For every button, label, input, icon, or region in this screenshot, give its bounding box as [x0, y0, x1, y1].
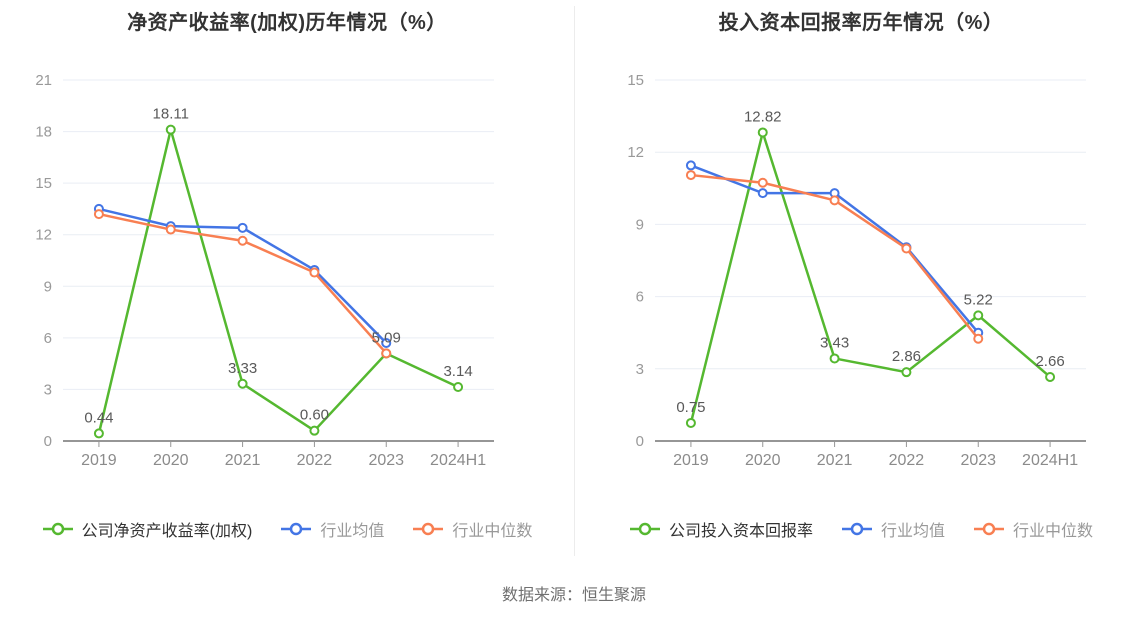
y-axis-label: 21 [35, 72, 52, 89]
data-point[interactable] [973, 310, 984, 321]
roic-chart-legend: 公司投入资本回报率 行业均值 行业中位数 [574, 517, 1148, 541]
data-point[interactable] [309, 425, 320, 436]
y-axis-label: 12 [35, 227, 52, 244]
y-axis-label: 9 [44, 278, 52, 295]
roe-chart-panel: 净资产收益率(加权)历年情况（%） 2019 2020 2021 2022 2023 20… [0, 0, 574, 560]
y-axis-label: 15 [35, 175, 52, 192]
x-axis-label: 2019 [81, 452, 117, 469]
value-label: 0.75 [676, 399, 705, 416]
y-axis-label: 3 [636, 361, 644, 378]
legend-label-industry-median: 行业中位数 [1013, 523, 1094, 540]
y-axis-label: 12 [627, 144, 644, 161]
data-point[interactable] [685, 170, 696, 181]
y-axis-label: 9 [636, 216, 644, 233]
data-point[interactable] [757, 177, 768, 188]
y-axis-label: 18 [35, 124, 52, 141]
y-axis-label: 6 [636, 289, 644, 306]
y-axis-label: 0 [44, 433, 52, 450]
value-label: 2.86 [892, 348, 921, 365]
value-label: 3.43 [820, 334, 849, 351]
legend-item-industry-median[interactable]: 行业中位数 [973, 517, 1093, 541]
value-label: 0.60 [300, 407, 329, 424]
data-point[interactable] [685, 160, 696, 171]
data-point[interactable] [901, 367, 912, 378]
data-point[interactable] [237, 222, 248, 233]
line-circle-marker-icon [42, 522, 73, 536]
data-point[interactable] [165, 124, 176, 135]
series-line-0 [97, 128, 460, 435]
data-point[interactable] [237, 378, 248, 389]
data-point[interactable] [237, 235, 248, 246]
x-axis-label: 2019 [673, 452, 709, 469]
x-axis-label: 2020 [153, 452, 189, 469]
y-axis-label: 0 [636, 433, 644, 450]
x-axis-label: 2021 [817, 452, 853, 469]
value-label: 3.33 [228, 360, 257, 377]
legend-item-company-roic[interactable]: 公司投入资本回报率 [629, 517, 813, 541]
legend-label-company-roic: 公司投入资本回报率 [668, 523, 813, 540]
value-label: 18.11 [153, 106, 189, 123]
data-point[interactable] [685, 417, 696, 428]
data-point[interactable] [381, 338, 392, 349]
value-label: 5.22 [964, 291, 993, 308]
data-point[interactable] [973, 333, 984, 344]
x-axis-label: 2022 [889, 452, 925, 469]
x-axis-label: 2023 [960, 452, 996, 469]
data-point[interactable] [901, 243, 912, 254]
roe-chart-legend: 公司净资产收益率(加权) 行业均值 行业中位数 [0, 517, 574, 541]
data-point[interactable] [757, 127, 768, 138]
y-axis-label: 6 [44, 330, 52, 347]
data-point[interactable] [309, 267, 320, 278]
data-point[interactable] [453, 382, 464, 393]
data-source-note: 数据来源：恒生聚源 [501, 587, 646, 604]
x-axis-label: 2024H1 [430, 452, 486, 469]
roe-chart-title: 净资产收益率(加权)历年情况（%） [127, 12, 447, 34]
legend-label-industry-avg: 行业均值 [880, 523, 945, 540]
line-circle-marker-icon [281, 522, 312, 536]
value-label: 12.82 [744, 108, 782, 125]
x-axis-label: 2020 [745, 452, 781, 469]
series-line-0 [689, 131, 1052, 425]
data-point[interactable] [757, 188, 768, 199]
x-axis-label: 2022 [297, 452, 333, 469]
x-axis-label: 2024H1 [1022, 452, 1078, 469]
legend-label-industry-median: 行业中位数 [452, 523, 533, 540]
value-label: 2.66 [1035, 353, 1064, 370]
y-axis-label: 3 [44, 381, 52, 398]
line-circle-marker-icon [413, 522, 444, 536]
data-point[interactable] [829, 195, 840, 206]
line-circle-marker-icon [974, 522, 1004, 536]
data-point[interactable] [93, 428, 104, 439]
data-point[interactable] [829, 353, 840, 364]
data-point[interactable] [381, 348, 392, 359]
roic-chart-panel: 投入资本回报率历年情况（%） 2019 2020 2021 2022 2023 2024H… [574, 0, 1148, 560]
line-circle-marker-icon [629, 522, 660, 536]
legend-item-industry-median[interactable]: 行业中位数 [412, 517, 532, 541]
data-point[interactable] [1045, 371, 1056, 382]
legend-item-industry-avg[interactable]: 行业均值 [841, 517, 945, 541]
value-label: 3.14 [443, 363, 472, 380]
data-point[interactable] [165, 224, 176, 235]
legend-item-company-roe[interactable]: 公司净资产收益率(加权) [42, 517, 253, 541]
y-axis-label: 15 [627, 72, 644, 89]
line-circle-marker-icon [841, 522, 872, 536]
value-label: 5.09 [372, 330, 401, 347]
legend-label-industry-avg: 行业均值 [320, 523, 385, 540]
data-point[interactable] [93, 209, 104, 220]
x-axis-label: 2023 [368, 452, 404, 469]
legend-item-industry-avg[interactable]: 行业均值 [280, 517, 384, 541]
roe-chart-canvas: 2019 2020 2021 2022 2023 2024H1 0 3 6 9 12 15 18 21 0.… [35, 72, 494, 469]
x-axis-label: 2021 [225, 452, 261, 469]
value-label: 0.44 [84, 409, 113, 426]
roic-chart-canvas: 2019 2020 2021 2022 2023 2024H1 0 3 6 9 12 15 0.75 12… [627, 72, 1086, 469]
legend-label-company-roe: 公司净资产收益率(加权) [81, 523, 253, 540]
roic-chart-title: 投入资本回报率历年情况（%） [718, 12, 1004, 34]
panel-divider [574, 6, 575, 556]
